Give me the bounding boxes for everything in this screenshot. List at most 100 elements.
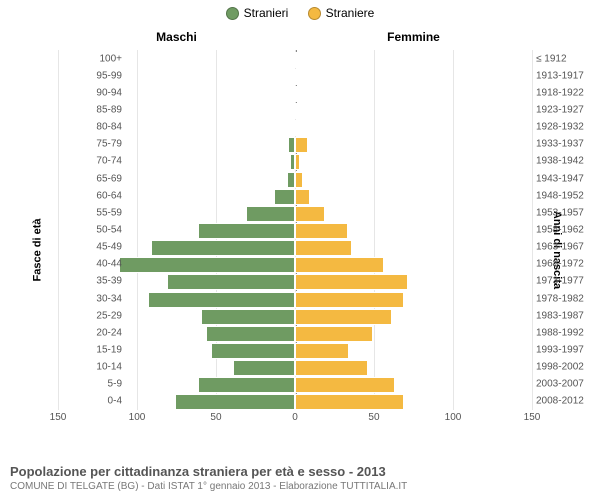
bar-male — [206, 326, 295, 342]
bar-female — [295, 206, 325, 222]
table-row — [58, 360, 532, 374]
legend-male-label: Stranieri — [244, 6, 289, 20]
age-label: 5-9 — [70, 379, 122, 390]
year-label: 1958-1962 — [536, 225, 584, 236]
year-label: 1923-1927 — [536, 105, 584, 116]
circle-icon — [308, 7, 321, 20]
bar-female — [295, 154, 300, 170]
x-tick-label: 100 — [129, 412, 146, 423]
age-label: 0-4 — [70, 396, 122, 407]
x-axis: 15010050050100150 — [58, 412, 532, 428]
table-row — [58, 120, 532, 134]
x-tick-label: 150 — [50, 412, 67, 423]
bar-female — [295, 103, 297, 119]
age-label: 65-69 — [70, 173, 122, 184]
bar-male — [198, 377, 295, 393]
bar-female — [295, 309, 392, 325]
table-row — [58, 343, 532, 357]
table-row — [58, 154, 532, 168]
bar-male — [246, 206, 295, 222]
legend-female: Straniere — [308, 6, 375, 20]
table-row — [58, 223, 532, 237]
bar-male — [211, 343, 295, 359]
age-label: 75-79 — [70, 139, 122, 150]
year-label: 1983-1987 — [536, 310, 584, 321]
chart-footer: Popolazione per cittadinanza straniera p… — [10, 464, 590, 492]
bar-male — [151, 240, 295, 256]
table-row — [58, 52, 532, 66]
legend-female-label: Straniere — [326, 6, 375, 20]
table-row — [58, 172, 532, 186]
bar-female — [295, 377, 395, 393]
table-row — [58, 103, 532, 117]
age-label: 85-89 — [70, 105, 122, 116]
x-tick-label: 100 — [445, 412, 462, 423]
plot-area — [58, 50, 532, 410]
bar-male — [175, 394, 296, 410]
bar-female — [295, 240, 352, 256]
bar-female — [295, 326, 373, 342]
age-label: 45-49 — [70, 242, 122, 253]
age-label: 30-34 — [70, 293, 122, 304]
bar-female — [295, 137, 308, 153]
header-female: Femmine — [387, 30, 440, 44]
year-label: 1993-1997 — [536, 345, 584, 356]
bar-female — [295, 223, 348, 239]
bar-male — [287, 172, 295, 188]
legend: Stranieri Straniere — [0, 0, 600, 23]
age-label: 10-14 — [70, 362, 122, 373]
age-label: 80-84 — [70, 122, 122, 133]
bar-female — [295, 274, 408, 290]
age-label: 90-94 — [70, 87, 122, 98]
circle-icon — [226, 7, 239, 20]
year-label: 1913-1917 — [536, 70, 584, 81]
header-male: Maschi — [156, 30, 197, 44]
age-label: 55-59 — [70, 207, 122, 218]
bar-male — [274, 189, 295, 205]
bar-male — [148, 292, 295, 308]
x-tick-label: 150 — [524, 412, 541, 423]
table-row — [58, 240, 532, 254]
legend-male: Stranieri — [226, 6, 289, 20]
bar-female — [295, 172, 303, 188]
table-row — [58, 189, 532, 203]
chart-subtitle: COMUNE DI TELGATE (BG) - Dati ISTAT 1° g… — [10, 481, 590, 492]
table-row — [58, 377, 532, 391]
bar-male — [119, 257, 295, 273]
year-label: 1963-1967 — [536, 242, 584, 253]
year-label: 2003-2007 — [536, 379, 584, 390]
year-label: 1978-1982 — [536, 293, 584, 304]
table-row — [58, 326, 532, 340]
population-pyramid-chart: Maschi Femmine 15010050050100150 — [58, 30, 532, 428]
year-label: 1938-1942 — [536, 156, 584, 167]
column-headers: Maschi Femmine — [58, 30, 532, 46]
age-label: 40-44 — [70, 259, 122, 270]
bar-male — [233, 360, 295, 376]
table-row — [58, 274, 532, 288]
year-label: 1918-1922 — [536, 87, 584, 98]
x-tick-label: 50 — [368, 412, 379, 423]
year-label: 1933-1937 — [536, 139, 584, 150]
age-label: 50-54 — [70, 225, 122, 236]
year-label: 1973-1977 — [536, 276, 584, 287]
bar-female — [295, 394, 404, 410]
year-label: 1953-1957 — [536, 207, 584, 218]
age-label: 35-39 — [70, 276, 122, 287]
year-label: 1998-2002 — [536, 362, 584, 373]
bar-male — [201, 309, 295, 325]
year-label: ≤ 1912 — [536, 53, 567, 64]
bar-female — [295, 189, 310, 205]
x-tick-label: 50 — [210, 412, 221, 423]
bar-male — [167, 274, 295, 290]
year-label: 2008-2012 — [536, 396, 584, 407]
x-tick-label: 0 — [292, 412, 298, 423]
age-label: 95-99 — [70, 70, 122, 81]
chart-title: Popolazione per cittadinanza straniera p… — [10, 464, 590, 479]
table-row — [58, 394, 532, 408]
table-row — [58, 206, 532, 220]
bar-female — [295, 257, 384, 273]
age-label: 100+ — [70, 53, 122, 64]
year-label: 1988-1992 — [536, 327, 584, 338]
year-label: 1943-1947 — [536, 173, 584, 184]
bar-female — [295, 292, 404, 308]
